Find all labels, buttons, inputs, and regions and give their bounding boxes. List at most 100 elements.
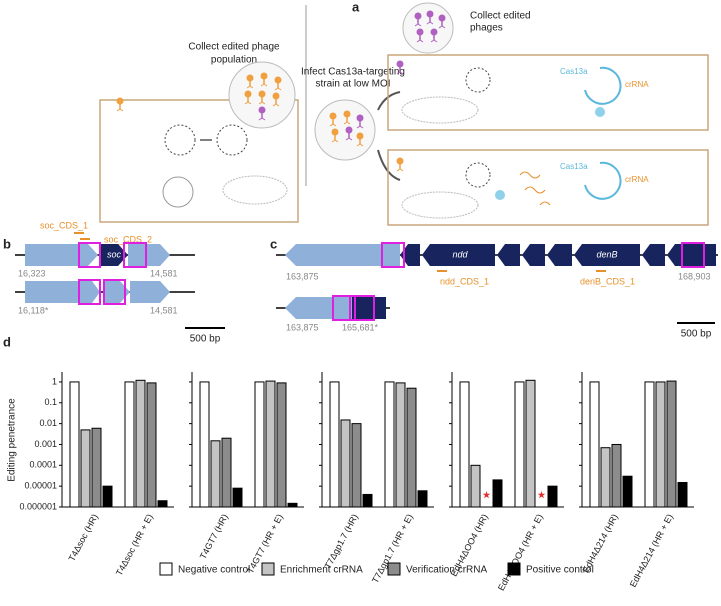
caption: Infect Cas13a-targeting — [301, 67, 405, 78]
bar — [340, 419, 351, 508]
bar — [395, 382, 406, 508]
legend-swatch — [507, 562, 521, 576]
y-tick-label: 0.000001 — [19, 501, 57, 511]
bar — [470, 464, 481, 508]
bar — [666, 380, 677, 508]
bar — [492, 479, 503, 508]
panel-label: b — [3, 236, 11, 251]
y-tick-label: 0.1 — [44, 397, 57, 407]
bar — [91, 427, 102, 508]
guide-label: denB_CDS_1 — [580, 276, 635, 286]
caption: strain at low MOI — [315, 79, 390, 90]
bar — [276, 382, 287, 508]
bar — [589, 381, 600, 508]
y-tick-label: 0.01 — [39, 418, 57, 428]
guide-label: soc_CDS_1 — [40, 220, 88, 230]
genome — [216, 124, 248, 156]
coordinate: 163,875 — [286, 271, 319, 281]
chromosome — [222, 175, 288, 205]
coordinate: 165,681* — [342, 322, 379, 332]
bar — [254, 381, 265, 508]
bar — [69, 381, 80, 508]
bar — [417, 490, 428, 508]
scale-label: 500 bp — [681, 329, 712, 340]
not-detected-marker — [482, 491, 491, 499]
bar — [525, 379, 536, 508]
arrow — [377, 91, 401, 111]
bar — [102, 485, 113, 508]
phage-pool — [314, 99, 376, 161]
y-tick-label: 1 — [52, 376, 57, 386]
legend-label: Positive control — [526, 565, 594, 576]
plot: 1 0.1 0.01 0.001 0.0001 0.00001 0.000001 T4Δsoc… — [19, 372, 694, 592]
coordinate: 14,581 — [150, 268, 178, 278]
genome — [164, 124, 196, 156]
legend-swatch — [261, 562, 275, 576]
gene-label: denB — [596, 249, 617, 259]
guide-label: ndd_CDS_1 — [440, 276, 489, 286]
caption: population — [211, 55, 257, 66]
phage-pool — [402, 2, 454, 54]
scale-label: 500 bp — [190, 334, 221, 345]
gene-label: soc — [107, 249, 122, 259]
panel-label: a — [352, 0, 360, 14]
bar — [459, 381, 470, 508]
protein-label: Cas13a — [560, 67, 588, 76]
cell — [99, 99, 299, 223]
bar — [199, 381, 210, 508]
coordinate: 16,323 — [18, 268, 46, 278]
bar — [232, 487, 243, 508]
x-tick-label: T7Δgp1.7 (HR) — [323, 512, 360, 570]
bar — [406, 387, 417, 508]
bar — [124, 381, 135, 508]
y-axis-label: Editing penetrance — [7, 398, 18, 482]
legend-label: Negative control — [178, 565, 250, 576]
bar — [146, 382, 157, 508]
coordinate: 168,903 — [678, 271, 711, 281]
bar — [384, 381, 395, 508]
y-tick-label: 0.00001 — [24, 481, 57, 491]
coordinate: 14,581 — [150, 305, 178, 315]
bar — [157, 500, 168, 508]
bar — [600, 447, 611, 508]
bar — [611, 443, 622, 508]
x-tick-label: T4GT7 (HR) — [198, 512, 230, 560]
bar — [221, 437, 232, 508]
bar — [351, 423, 362, 508]
bar — [655, 381, 666, 508]
x-tick-label: T4Δsoc (HR) — [67, 512, 100, 563]
plasmid — [162, 176, 194, 208]
guide-label: soc_CDS_2 — [104, 234, 152, 244]
bar — [80, 429, 91, 508]
cell — [387, 54, 709, 131]
x-tick-label: EdH4Δ214 (HR + E) — [628, 512, 675, 588]
legend-label: Enrichment crRNA — [280, 565, 363, 576]
panel-label: d — [3, 334, 11, 349]
x-tick-label: EdH4ΔOO4 (HR + E) — [496, 512, 545, 592]
not-detected-marker — [537, 491, 546, 499]
bar — [135, 379, 146, 508]
cell — [387, 149, 709, 226]
y-tick-label: 0.001 — [34, 439, 57, 449]
bar — [514, 381, 525, 508]
caption: Collect edited phage — [188, 42, 280, 53]
bar — [265, 380, 276, 508]
caption: phages — [470, 23, 503, 34]
legend-swatch — [159, 562, 173, 576]
panel-b: b soc_CDS_1 soc_CDS_2 soc 16,323 14,581 … — [3, 220, 225, 345]
protein-label: Cas13a — [560, 162, 588, 171]
bar — [622, 475, 633, 508]
panel-c: c ndd denB 163,875 168,903 ndd_CDS_1 den… — [270, 236, 718, 340]
bar — [677, 481, 688, 508]
bar — [547, 485, 558, 508]
bar — [287, 502, 298, 508]
caption: Collect edited — [470, 11, 531, 22]
panel-a: a Collect edited phage population Infect… — [99, 0, 709, 226]
arrow — [377, 149, 401, 181]
y-tick-label: 0.0001 — [29, 460, 57, 470]
bar — [362, 493, 373, 508]
bar — [329, 381, 340, 508]
bar — [644, 381, 655, 508]
x-tick-label: T4Δsoc (HR + E) — [114, 512, 155, 577]
